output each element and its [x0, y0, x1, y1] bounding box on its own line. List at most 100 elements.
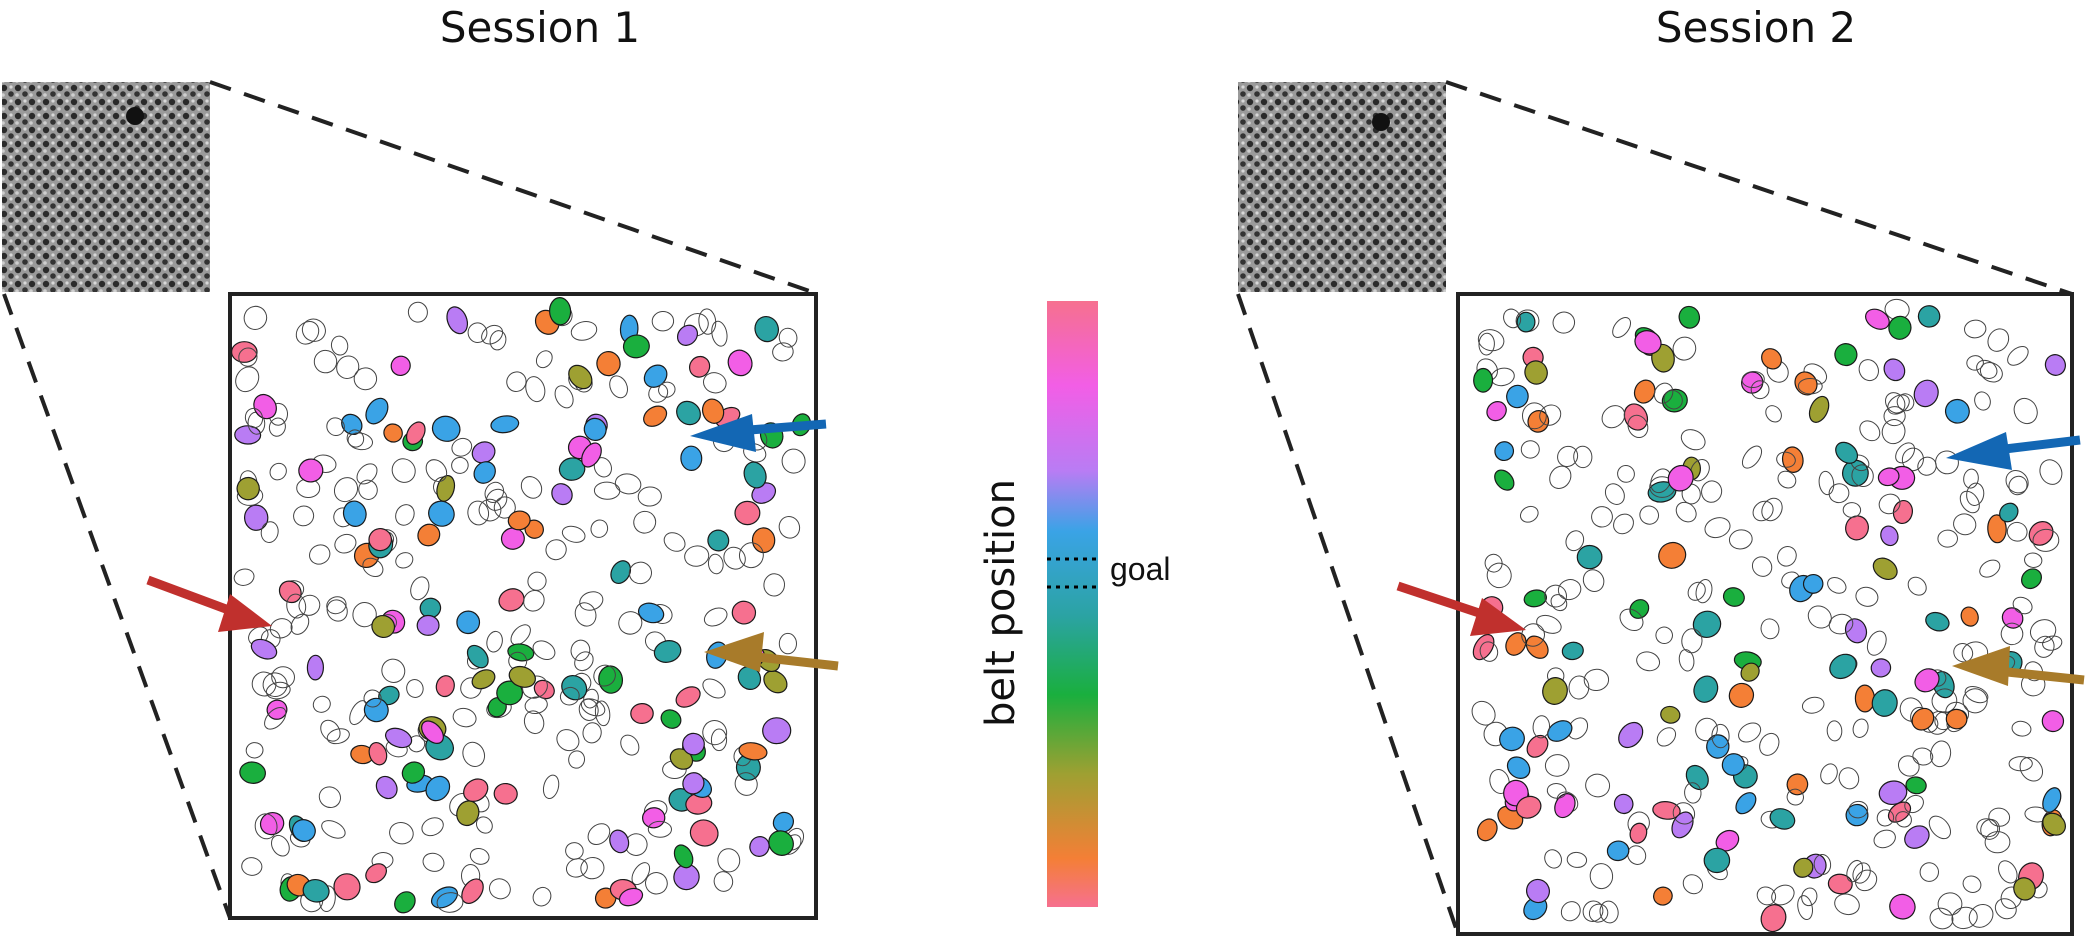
roi-cell — [1919, 862, 1940, 882]
roi-cell — [1838, 767, 1860, 790]
roi-cell — [1913, 379, 1939, 408]
roi-cell — [682, 732, 705, 756]
session-1-title: Session 1 — [440, 3, 640, 52]
roi-cell — [1878, 493, 1901, 515]
roi-cell — [1680, 429, 1706, 451]
roi-cell — [245, 742, 264, 759]
roi-cell — [658, 381, 676, 398]
roi-cell — [356, 463, 378, 485]
roi-cell — [1797, 895, 1813, 921]
roi-cell — [259, 811, 285, 836]
roi-cell — [506, 371, 527, 392]
roi-cell — [260, 521, 279, 543]
roi-cell — [1617, 465, 1635, 483]
roi-cell — [365, 397, 389, 425]
roi-cell — [702, 720, 728, 746]
roi-cell — [653, 640, 682, 663]
brown-arrow-2-head — [1952, 646, 2010, 686]
roi-cell — [1546, 783, 1567, 799]
roi-cell — [467, 322, 488, 343]
roi-cell — [1846, 859, 1864, 883]
roi-cell — [265, 681, 291, 700]
roi-cell — [1829, 653, 1857, 680]
roi-cell — [1835, 441, 1859, 464]
roi-cell — [425, 775, 451, 802]
roi-cell — [707, 529, 730, 552]
roi-cell — [1476, 818, 1498, 842]
roi-cell — [1855, 869, 1878, 892]
goal-label: goal — [1110, 551, 1171, 587]
roi-cell — [618, 887, 644, 907]
roi-cell — [1786, 788, 1804, 806]
roi-cell — [1937, 892, 1963, 916]
roi-cell — [1760, 618, 1780, 640]
roi-cell — [1870, 658, 1892, 678]
roi-cell — [1951, 906, 1978, 930]
roi-cell — [1516, 311, 1536, 333]
roi-cell — [1588, 903, 1609, 923]
session-1-landmark — [126, 107, 144, 125]
roi-cell — [484, 481, 505, 503]
roi-cell — [1561, 641, 1584, 661]
session-1-roi-cells — [231, 297, 812, 914]
roi-cell — [2012, 596, 2033, 615]
roi-cell — [1735, 792, 1757, 815]
roi-cell — [1751, 556, 1773, 577]
roi-cell — [1629, 822, 1648, 844]
roi-cell — [610, 560, 632, 584]
roi-cell — [763, 573, 786, 597]
roi-cell — [703, 372, 727, 394]
roi-cell — [559, 686, 580, 706]
roi-cell — [633, 510, 657, 534]
roi-cell — [574, 602, 597, 627]
roi-cell — [394, 891, 416, 914]
roi-cell — [609, 829, 630, 854]
roi-cell — [1486, 562, 1512, 589]
roi-cell — [582, 722, 602, 744]
roi-cell — [384, 727, 413, 749]
roi-cell — [467, 500, 490, 526]
roi-cell — [456, 610, 481, 635]
roi-cell — [1828, 483, 1850, 504]
roi-cell — [1506, 756, 1531, 779]
roi-cell — [1623, 403, 1649, 431]
roi-cell — [1937, 529, 1958, 548]
roi-cell — [1797, 377, 1823, 395]
roi-cell — [542, 774, 560, 799]
roi-cell — [1907, 576, 1927, 596]
roi-cell — [333, 873, 361, 901]
roi-cell — [651, 310, 675, 332]
roi-cell — [493, 782, 518, 805]
roi-cell — [1544, 754, 1570, 777]
roi-cell — [1711, 723, 1730, 749]
session-1-arrows — [146, 414, 839, 672]
roi-cell — [561, 525, 586, 543]
roi-cell — [1960, 606, 1979, 627]
roi-cell — [1827, 873, 1853, 895]
session-2-zoom-line-bottom — [1236, 293, 1460, 935]
roi-cell — [336, 355, 360, 379]
roi-cell — [1687, 581, 1706, 601]
roi-cell — [1728, 529, 1753, 550]
roi-cell — [734, 500, 761, 526]
roi-cell — [1515, 795, 1542, 819]
roi-cell — [291, 819, 316, 842]
roi-cell — [1892, 499, 1913, 525]
roi-cell — [1898, 755, 1920, 777]
roi-cell — [581, 442, 602, 468]
roi-cell — [532, 886, 552, 907]
roi-cell — [1728, 682, 1755, 708]
roi-cell — [1976, 818, 1999, 838]
roi-cell — [701, 398, 725, 424]
roi-cell — [1663, 389, 1683, 410]
roi-cell — [1761, 348, 1782, 370]
roi-cell — [508, 665, 536, 688]
roi-cell — [711, 320, 728, 347]
roi-cell — [1653, 382, 1674, 404]
roi-cell — [334, 533, 357, 554]
roi-cell — [1866, 630, 1887, 656]
roi-cell — [1834, 343, 1858, 367]
roi-cell — [1738, 722, 1762, 743]
roi-cell — [682, 772, 705, 795]
